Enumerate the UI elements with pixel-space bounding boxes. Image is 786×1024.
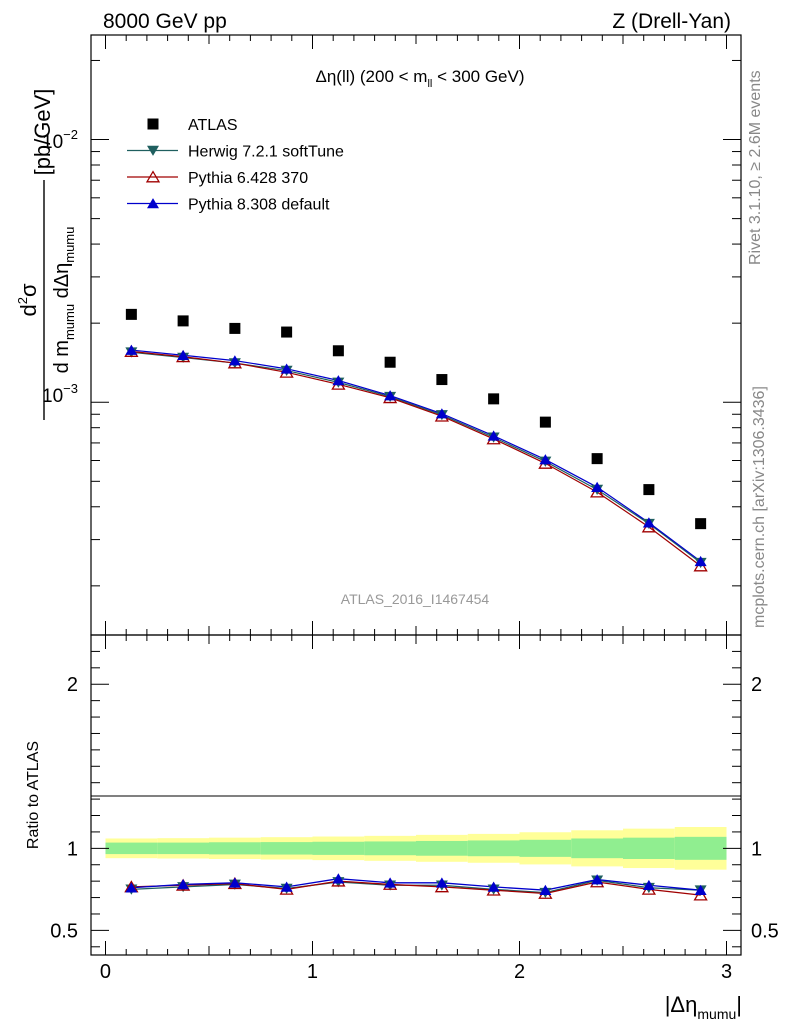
ratio-data-point [384, 877, 397, 888]
main-series-group [124, 308, 708, 572]
header-right: Z (Drell-Yan) [612, 10, 731, 33]
main-data-point [591, 481, 604, 492]
main-title: Δη(ll) (200 < mll < 300 GeV) [315, 67, 524, 90]
ratio-y-tick-label-right: 0.5 [751, 920, 779, 942]
ratio-uncertainty-band [105, 827, 727, 870]
ratio-data-point [435, 877, 448, 888]
band-inner-bin [157, 842, 209, 855]
band-inner-bin [674, 836, 727, 860]
x-tick-label: 1 [307, 961, 318, 983]
main-axis-ticks [91, 35, 741, 635]
main-data-point [488, 393, 500, 405]
x-tick-label: 2 [514, 961, 525, 983]
ratio-y-tick-label: 0.5 [50, 920, 78, 942]
band-inner-bin [571, 838, 624, 859]
ratio-frame [90, 634, 742, 956]
ratio-axis-ticks: 0.5 0.5 1 1 2 2 0 1 2 3 [50, 635, 779, 983]
band-inner-bin [364, 841, 416, 856]
main-data-point [384, 356, 396, 368]
main-series-line [131, 351, 701, 564]
legend-label: Pythia 8.308 default [188, 197, 330, 214]
main-data-point [435, 408, 448, 419]
legend-label: ATLAS [188, 117, 238, 134]
legend-marker [147, 198, 159, 209]
main-data-point [539, 454, 552, 465]
mcplots-label: mcplots.cern.ch [arXiv:1306.3436] [751, 386, 768, 628]
legend-label: Herwig 7.2.1 softTune [188, 144, 344, 161]
main-data-point [229, 322, 241, 334]
ratio-data-point [125, 882, 138, 893]
ratio-y-tick-label-right: 1 [751, 838, 762, 860]
ratio-data-point [228, 877, 241, 888]
svg-text:d mmumu dΔηmumu: d mmumu dΔηmumu [51, 227, 77, 374]
band-inner-bin [260, 842, 313, 855]
band-inner-bin [312, 841, 365, 855]
ratio-data-point [177, 879, 190, 890]
legend-label: Pythia 6.428 370 [188, 170, 308, 187]
legend-marker [147, 118, 159, 130]
rivet-label: Rivet 3.1.10, ≥ 2.6M events [747, 70, 764, 265]
main-data-point [643, 484, 655, 496]
band-inner-bin [416, 840, 468, 856]
main-panel: Δη(ll) (200 < mll < 300 GeV) 10−2 10−3 d… [15, 34, 742, 636]
main-data-point [591, 453, 603, 465]
ratio-data-point [332, 873, 345, 884]
legend: ATLAS Herwig 7.2.1 softTune Pythia 6.428 3… [127, 117, 344, 214]
band-inner-bin [105, 842, 158, 855]
band-inner-bin [519, 839, 572, 857]
main-data-point [125, 344, 138, 355]
y-tick-label-1e-3: 10−3 [42, 381, 78, 407]
main-data-point [694, 555, 707, 567]
main-data-point [177, 349, 190, 361]
main-data-point [332, 345, 344, 357]
x-tick-label: 0 [100, 961, 111, 983]
main-data-point [280, 363, 293, 374]
ratio-data-point [280, 881, 293, 892]
ratio-y-tick-label-right: 2 [751, 674, 762, 696]
ratio-data-point [642, 879, 655, 891]
main-data-point [487, 430, 500, 441]
header-left: 8000 GeV pp [103, 10, 227, 33]
main-series-line [131, 349, 701, 562]
main-data-point [332, 375, 345, 386]
ratio-ylabel: Ratio to ATLAS [25, 741, 42, 849]
band-inner-bin [623, 837, 675, 859]
main-data-point [384, 390, 397, 401]
ratio-series-line [131, 878, 701, 891]
ratio-series-group [124, 873, 708, 901]
main-ylabel: d2σ d mmumu dΔηmumu [pb/GeV] [15, 89, 77, 420]
main-data-point [436, 374, 448, 386]
main-data-point [281, 326, 293, 338]
ratio-panel: 0.5 0.5 1 1 2 2 0 1 2 3 Ratio to ATLAS |Δηmumu| [25, 634, 779, 1022]
legend-marker [145, 170, 161, 183]
main-data-point [539, 416, 551, 428]
main-data-point [125, 308, 137, 320]
band-inner-bin [467, 840, 520, 857]
main-series-line [131, 350, 701, 567]
svg-text:d2σ: d2σ [15, 283, 41, 316]
ratio-y-tick-label: 1 [67, 838, 78, 860]
main-data-point [177, 315, 189, 327]
analysis-watermark: ATLAS_2016_I1467454 [341, 591, 490, 607]
main-data-point [228, 355, 241, 366]
legend-marker [147, 145, 159, 156]
main-data-point [695, 518, 707, 530]
ratio-data-point [694, 884, 707, 895]
ratio-series-line [131, 880, 701, 896]
svg-text:[pb/GeV]: [pb/GeV] [30, 89, 55, 176]
main-data-point [642, 517, 655, 528]
band-inner-bin [208, 842, 261, 855]
ratio-data-point [487, 881, 500, 892]
x-axis-label: |Δηmumu| [665, 992, 742, 1022]
ratio-y-tick-label: 2 [67, 674, 78, 696]
x-tick-label: 3 [721, 961, 732, 983]
ratio-data-point [591, 874, 604, 885]
ratio-data-point [539, 884, 552, 895]
